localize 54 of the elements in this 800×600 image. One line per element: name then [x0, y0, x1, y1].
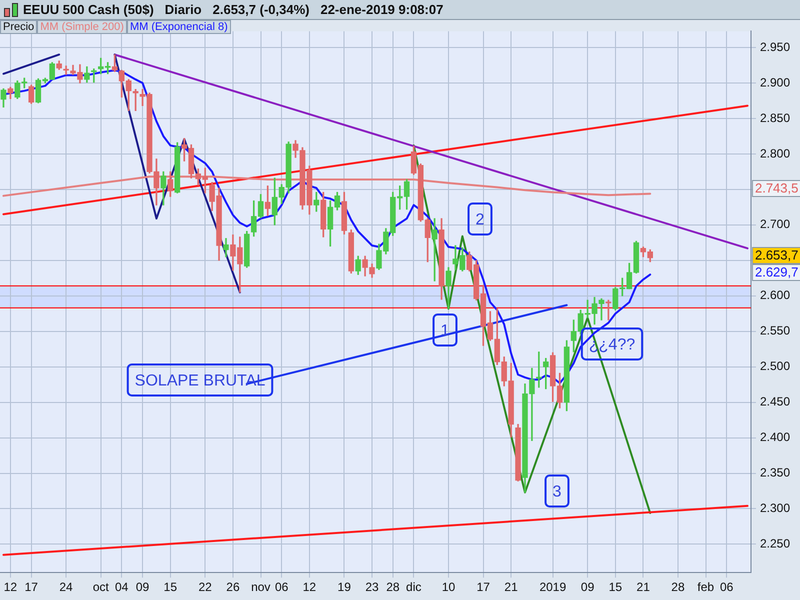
text: MM (Simple 200) — [37, 20, 127, 34]
x-tick-label: 09 — [136, 580, 150, 594]
x-tick-label: 04 — [115, 580, 129, 594]
x-tick-label: feb — [697, 580, 714, 594]
x-tick-label: 09 — [580, 580, 595, 594]
text: 2.743,5 — [754, 180, 798, 196]
y-tick-label: 2.950 — [760, 40, 790, 54]
x-tick-label: 17 — [476, 580, 490, 594]
y-tick-label: 2.250 — [760, 536, 790, 551]
x-tick-label: dic — [406, 580, 422, 594]
y-tick-label: 2.550 — [760, 324, 790, 338]
legend-title: Precio — [0, 20, 38, 34]
y-tick-label: 2.300 — [760, 501, 790, 516]
text: 2.653,7 — [754, 248, 798, 263]
y-tick-label: 2.700 — [760, 217, 790, 232]
x-tick-label: 28 — [386, 580, 400, 594]
x-tick-label: 17 — [24, 580, 38, 594]
text: 22-ene-2019 9:08:07 — [320, 2, 444, 17]
y-tick-label: 2.350 — [760, 466, 790, 480]
x-tick-label: 12 — [4, 580, 18, 594]
y-tick-label: 2.850 — [760, 110, 790, 125]
text: 2.629,7 — [754, 264, 798, 280]
text: 2.653,7 (-0,34%) — [212, 2, 310, 17]
x-tick-label: 12 — [302, 580, 316, 594]
x-tick-label: 22 — [198, 580, 212, 594]
x-tick-label: nov — [251, 580, 270, 594]
x-tick-label: oct — [92, 580, 110, 594]
x-tick-label: 06 — [720, 580, 734, 594]
y-tick-label: 2.450 — [760, 394, 790, 409]
x-tick-label: 15 — [608, 580, 622, 594]
annotation: 2 — [476, 211, 485, 228]
x-tick-label: 23 — [365, 580, 380, 594]
x-tick-label: 2019 — [539, 580, 566, 594]
y-tick-label: 2.500 — [760, 359, 790, 374]
candlestick — [606, 300, 612, 320]
chart-subtitle: Diario — [164, 2, 202, 17]
x-tick-label: 15 — [164, 580, 178, 594]
annotation: 3 — [552, 483, 562, 500]
candlestick — [63, 66, 69, 75]
x-tick-label: 28 — [671, 580, 685, 594]
x-tick-label: 24 — [59, 580, 74, 594]
chart-title: EEUU 500 Cash (50$) — [23, 2, 154, 17]
text: MM (Exponencial 8) — [126, 20, 231, 34]
x-tick-label: 21 — [636, 580, 650, 594]
x-tick-label: 26 — [226, 580, 240, 594]
x-tick-label: 06 — [274, 580, 289, 594]
x-tick-label: 10 — [442, 580, 456, 594]
y-tick-label: 2.400 — [760, 430, 790, 444]
x-tick-label: 21 — [504, 580, 518, 594]
y-tick-label: 2.800 — [760, 146, 790, 160]
y-tick-label: 2.600 — [760, 288, 790, 302]
y-tick-label: 2.900 — [760, 75, 790, 90]
annotation: SOLAPE BRUTAL — [134, 372, 266, 390]
x-tick-label: 19 — [338, 580, 352, 594]
